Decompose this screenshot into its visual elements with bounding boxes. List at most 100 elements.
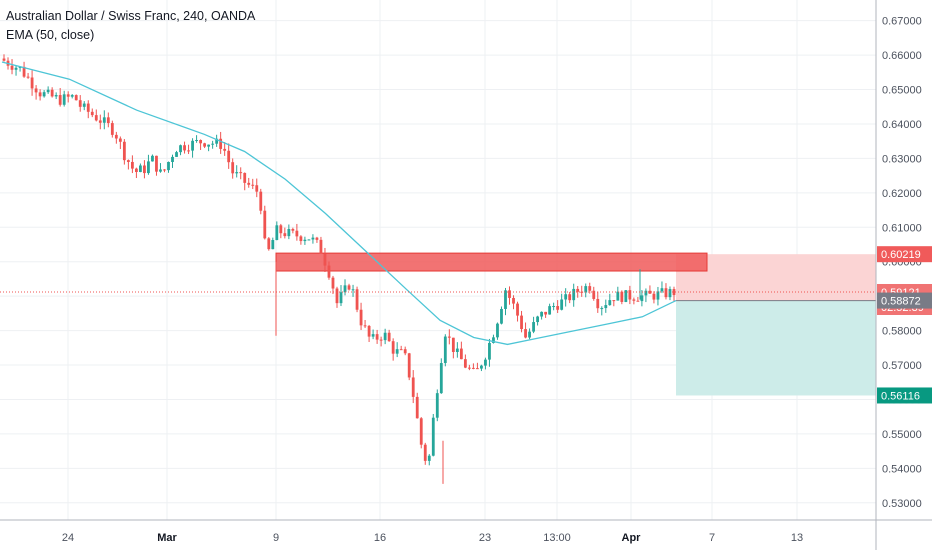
candle-body xyxy=(46,89,50,93)
target-price-tag-bg xyxy=(877,387,932,404)
x-tick-label: Apr xyxy=(622,532,642,544)
candle-body xyxy=(70,95,74,97)
indicator-label[interactable]: EMA (50, close) xyxy=(6,28,95,42)
candle-body xyxy=(179,145,182,153)
candle-body xyxy=(496,323,499,338)
candle-body xyxy=(243,172,247,183)
y-tick-label: 0.53000 xyxy=(882,498,922,510)
candle-body xyxy=(331,277,335,289)
candle-body xyxy=(126,160,130,162)
candle-body xyxy=(552,306,556,308)
candle-body xyxy=(624,290,628,302)
candle-body xyxy=(548,306,552,315)
candle-body xyxy=(580,291,584,293)
y-tick-label: 0.66000 xyxy=(882,50,922,62)
candle-body xyxy=(319,239,323,254)
candle-body xyxy=(612,300,616,302)
candle-body xyxy=(500,308,503,324)
candle-body xyxy=(66,94,70,97)
candle-body xyxy=(94,115,98,121)
candle-body xyxy=(279,225,283,234)
candle-body xyxy=(488,342,491,360)
candle-body xyxy=(660,288,664,292)
candle-body xyxy=(207,144,211,147)
candle-body xyxy=(492,337,495,343)
candle-body xyxy=(62,94,66,105)
candle-body xyxy=(528,331,531,338)
candle-body xyxy=(275,225,279,241)
candle-body xyxy=(118,138,122,142)
candle-body xyxy=(367,325,371,337)
y-tick-label: 0.57000 xyxy=(882,360,922,372)
candle-body xyxy=(22,66,26,77)
candle-body xyxy=(339,292,343,304)
candle-body xyxy=(34,88,38,93)
candle-body xyxy=(592,290,596,299)
candle-body xyxy=(255,185,259,192)
candle-body xyxy=(199,140,202,144)
candle-body xyxy=(267,238,271,250)
stop-price-tag: 0.60219 xyxy=(881,249,921,261)
candle-body xyxy=(628,290,632,300)
y-tick-label: 0.67000 xyxy=(882,16,922,28)
candle-body xyxy=(556,306,560,310)
candle-body xyxy=(480,365,483,369)
candle-body xyxy=(652,293,656,300)
candle-body xyxy=(343,285,347,293)
candle-body xyxy=(303,239,307,242)
candle-body xyxy=(139,165,142,173)
candle-body xyxy=(656,291,660,300)
candle-body xyxy=(588,286,592,291)
stop-loss-zone xyxy=(676,254,876,301)
candle-body xyxy=(484,359,487,366)
candle-body xyxy=(50,89,54,97)
candle-body xyxy=(664,288,668,298)
candle-body xyxy=(636,300,640,302)
candle-body xyxy=(167,161,170,171)
candle-body xyxy=(379,339,383,341)
candle-body xyxy=(387,332,391,342)
candle-body xyxy=(159,169,162,172)
x-tick-label: 16 xyxy=(374,532,386,544)
chart-title: Australian Dollar / Swiss Franc, 240, OA… xyxy=(6,9,256,23)
candle-body xyxy=(2,58,6,61)
candle-body xyxy=(247,182,251,185)
candle-body xyxy=(191,140,194,151)
entry-price-tag: 0.58872 xyxy=(881,296,921,308)
candle-body xyxy=(219,138,223,149)
candle-body xyxy=(323,253,327,266)
candle-body xyxy=(235,172,239,174)
candle-body xyxy=(195,140,198,142)
candle-body xyxy=(435,393,439,418)
y-tick-label: 0.55000 xyxy=(882,429,922,441)
candle-body xyxy=(427,455,431,461)
trade-zones xyxy=(275,252,876,396)
x-tick-label: 13:00 xyxy=(543,532,571,544)
candle-body xyxy=(231,162,235,174)
x-tick-label: 23 xyxy=(479,532,491,544)
time-axis[interactable]: 24 Mar 9 16 23 13:00 Apr 7 13 xyxy=(0,519,932,544)
candle-body xyxy=(78,100,82,107)
stop-price-tag-bg xyxy=(877,246,932,263)
y-tick-label: 0.62000 xyxy=(882,188,922,200)
candle-body xyxy=(299,236,303,242)
candle-body xyxy=(239,172,243,174)
price-axis[interactable]: 0.67000 0.66000 0.65000 0.64000 0.63000 0.620… xyxy=(875,0,922,550)
candle-body xyxy=(263,210,267,239)
candle-body xyxy=(307,239,311,241)
candle-body xyxy=(604,305,608,309)
candle-body xyxy=(106,117,110,124)
candle-body xyxy=(640,295,644,302)
candle-body xyxy=(90,111,94,116)
candle-body xyxy=(399,349,403,351)
x-tick-label: 24 xyxy=(62,532,74,544)
candle-body xyxy=(155,155,158,172)
candle-body xyxy=(455,348,459,352)
candle-body xyxy=(459,348,463,360)
ema-50-line xyxy=(1,61,677,346)
candle-body xyxy=(130,161,134,169)
candle-body xyxy=(596,298,600,309)
candle-body xyxy=(38,92,42,97)
candle-body xyxy=(620,291,624,302)
